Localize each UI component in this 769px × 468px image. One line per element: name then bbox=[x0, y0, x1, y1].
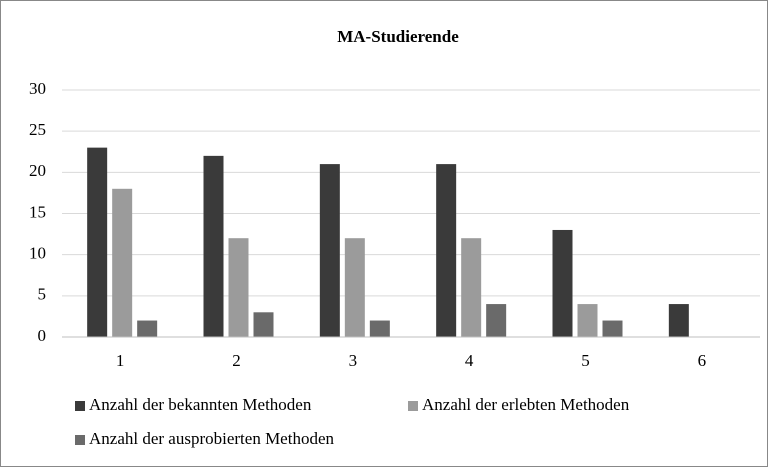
legend-label: Anzahl der bekannten Methoden bbox=[89, 395, 312, 414]
y-tick-label: 0 bbox=[38, 326, 47, 345]
bar bbox=[369, 320, 390, 337]
x-tick-label: 6 bbox=[698, 351, 707, 370]
y-tick-label: 25 bbox=[29, 120, 46, 139]
x-tick-label: 3 bbox=[349, 351, 358, 370]
x-tick-label: 5 bbox=[581, 351, 590, 370]
x-tick-label: 1 bbox=[116, 351, 125, 370]
bar bbox=[203, 155, 224, 337]
legend-swatch bbox=[75, 401, 85, 411]
legend-label: Anzahl der erlebten Methoden bbox=[422, 395, 630, 414]
bar bbox=[344, 238, 365, 337]
bar bbox=[552, 229, 573, 337]
chart-title: MA-Studierende bbox=[337, 27, 459, 46]
bar bbox=[87, 147, 108, 337]
x-tick-label: 2 bbox=[232, 351, 241, 370]
y-tick-label: 5 bbox=[38, 285, 47, 304]
bar bbox=[137, 320, 158, 337]
legend-swatch bbox=[408, 401, 418, 411]
bar bbox=[486, 304, 507, 337]
bar bbox=[112, 188, 133, 337]
bar bbox=[602, 320, 623, 337]
bar bbox=[319, 164, 340, 337]
y-tick-label: 30 bbox=[29, 79, 46, 98]
bar bbox=[461, 238, 482, 337]
y-tick-label: 10 bbox=[29, 244, 46, 263]
y-tick-label: 20 bbox=[29, 161, 46, 180]
legend-swatch bbox=[75, 435, 85, 445]
bar bbox=[436, 164, 457, 337]
bar bbox=[228, 238, 249, 337]
y-tick-label: 15 bbox=[29, 202, 46, 221]
bar bbox=[253, 312, 274, 337]
legend-label: Anzahl der ausprobierten Methoden bbox=[89, 429, 334, 448]
bar bbox=[668, 304, 689, 337]
bar bbox=[577, 304, 598, 337]
x-tick-label: 4 bbox=[465, 351, 474, 370]
